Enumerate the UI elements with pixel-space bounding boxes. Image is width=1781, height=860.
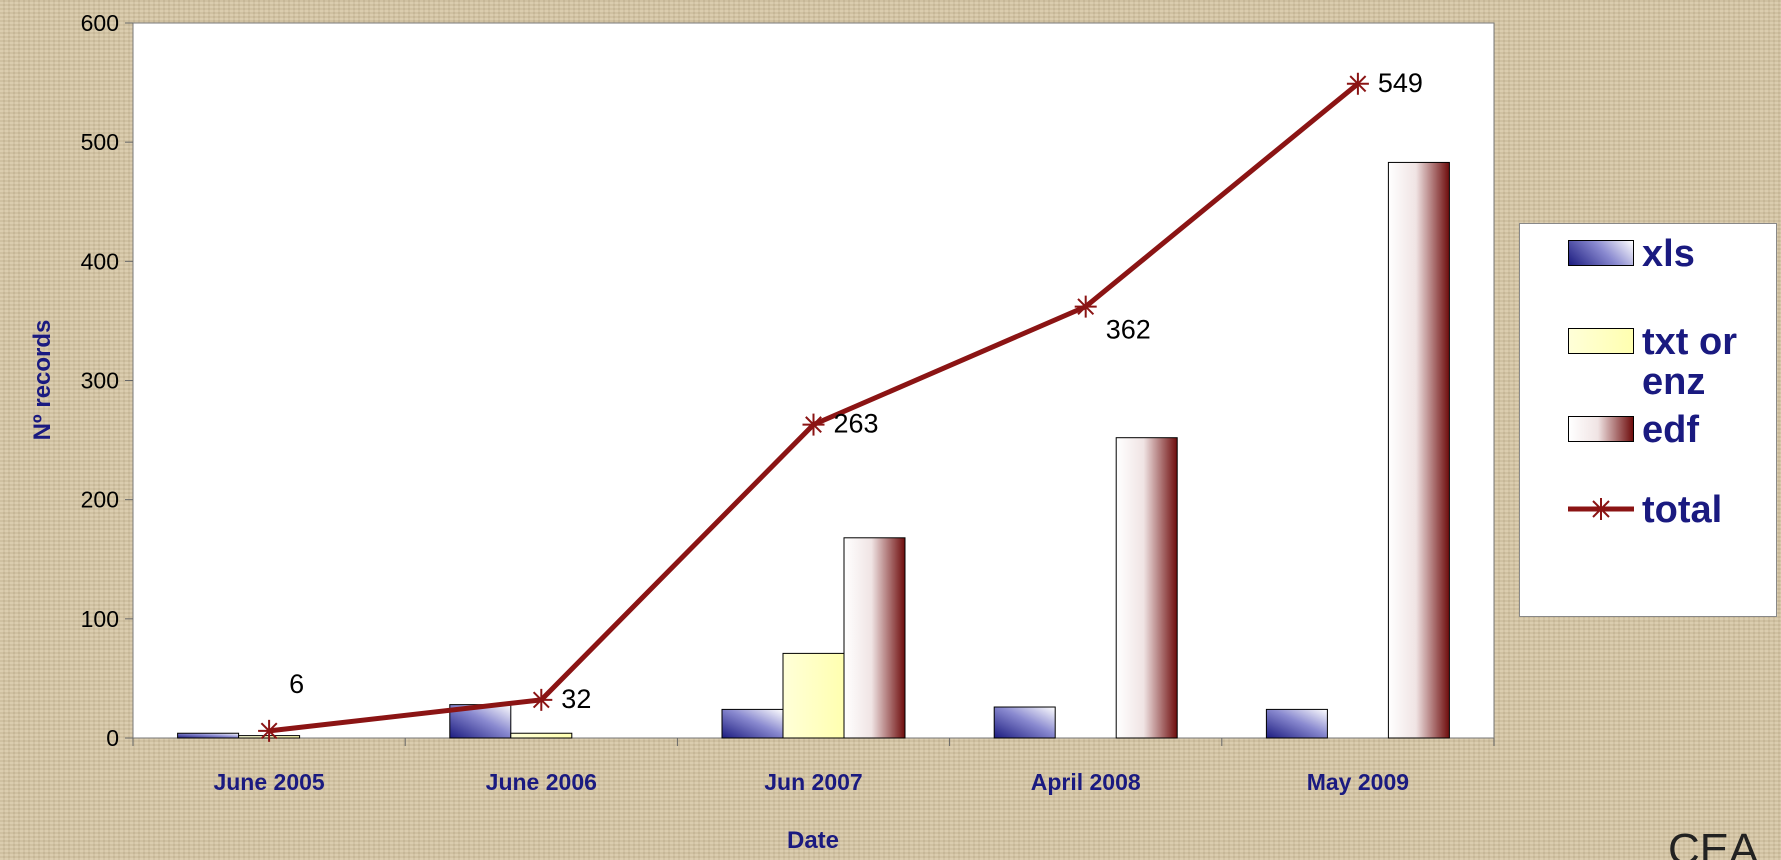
legend-label: txt or enz bbox=[1642, 321, 1737, 403]
x-tick-label: April 2008 bbox=[1031, 769, 1141, 795]
bar bbox=[1387, 161, 1450, 739]
x-tick-label: June 2005 bbox=[213, 769, 324, 795]
legend-line-key bbox=[1568, 498, 1634, 520]
data-label: 32 bbox=[561, 684, 591, 714]
data-label: 362 bbox=[1106, 315, 1151, 345]
y-tick-label: 500 bbox=[81, 129, 119, 155]
data-label: 549 bbox=[1378, 68, 1423, 98]
legend-item: total bbox=[1568, 490, 1772, 530]
legend-item: edf bbox=[1568, 410, 1772, 450]
y-axis-title: Nº records bbox=[29, 320, 56, 441]
marker-stroke bbox=[805, 416, 822, 433]
x-tick-label: May 2009 bbox=[1307, 769, 1409, 795]
bar bbox=[782, 652, 845, 739]
legend-label: total bbox=[1642, 489, 1723, 531]
marker-stroke bbox=[260, 722, 278, 740]
legend-item: txt or enz bbox=[1568, 322, 1772, 402]
y-tick-label: 300 bbox=[81, 368, 119, 394]
logo: CEA bbox=[1668, 825, 1759, 860]
marker-stroke bbox=[1349, 75, 1367, 93]
x-tick-label: June 2006 bbox=[486, 769, 597, 795]
data-label: 263 bbox=[834, 409, 879, 439]
line-marker bbox=[802, 413, 825, 436]
y-tick-label: 200 bbox=[81, 487, 119, 513]
line-marker bbox=[258, 719, 281, 742]
legend: xls txt or enz edf total bbox=[1519, 223, 1777, 617]
data-label: 6 bbox=[289, 669, 304, 699]
line-marker bbox=[1346, 72, 1369, 95]
bar bbox=[993, 706, 1056, 739]
y-tick-label: 100 bbox=[81, 606, 119, 632]
marker-stroke bbox=[1077, 298, 1095, 316]
line-marker bbox=[530, 688, 553, 711]
y-tick-label: 0 bbox=[106, 725, 119, 751]
y-tick-label: 600 bbox=[81, 10, 119, 36]
x-axis-title: Date bbox=[787, 827, 839, 854]
bar bbox=[721, 708, 784, 739]
legend-label: edf bbox=[1642, 409, 1699, 451]
bar bbox=[843, 537, 906, 739]
line-marker bbox=[1074, 295, 1097, 318]
bar bbox=[1265, 708, 1328, 739]
plot-area bbox=[132, 22, 1495, 739]
legend-key bbox=[1568, 240, 1634, 266]
y-tick-label: 400 bbox=[81, 248, 119, 274]
bar bbox=[177, 732, 240, 739]
legend-key bbox=[1568, 328, 1634, 354]
legend-key bbox=[1568, 496, 1634, 522]
x-tick-label: Jun 2007 bbox=[764, 769, 862, 795]
legend-label: xls bbox=[1642, 233, 1695, 275]
legend-key bbox=[1568, 416, 1634, 442]
bar bbox=[510, 732, 573, 739]
marker-stroke bbox=[532, 691, 550, 709]
bar bbox=[1115, 437, 1178, 739]
legend-item: xls bbox=[1568, 234, 1772, 274]
